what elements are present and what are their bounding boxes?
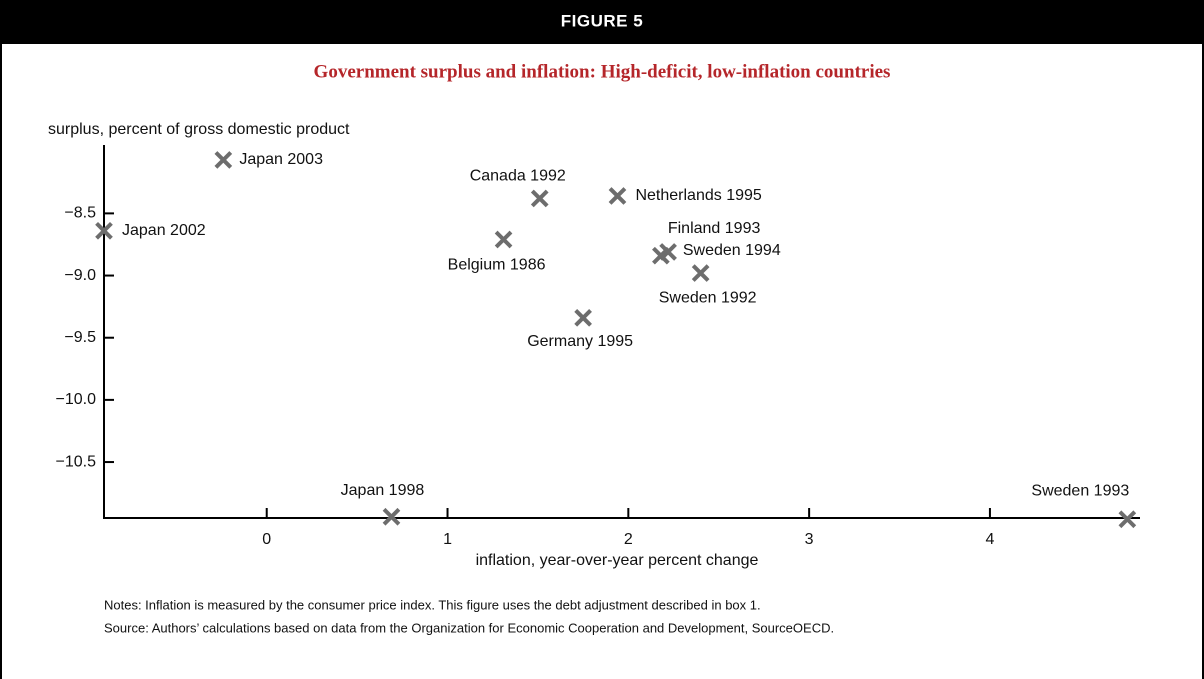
point-label: Finland 1993 [668,220,761,237]
point-label: Belgium 1986 [448,257,546,274]
y-tick-label: −10.5 [56,453,97,470]
point [691,264,710,282]
point-label: Germany 1995 [527,333,633,350]
point [1118,510,1137,529]
point [95,221,113,240]
point [659,243,677,261]
point [494,230,513,249]
point [382,507,401,526]
y-tick-label: −10.0 [56,391,97,408]
y-tick-label: −8.5 [64,205,96,222]
y-axis-label: surplus, percent of gross domestic produ… [48,121,350,138]
point [530,189,549,208]
point-label: Canada 1992 [470,168,566,185]
point-label: Netherlands 1995 [635,187,761,204]
x-tick-label: 0 [262,531,271,548]
point-label: Japan 2002 [122,222,206,239]
point-label: Japan 2003 [239,151,323,168]
point [574,308,592,327]
y-tick-label: −9.0 [64,267,96,284]
x-axis-label: inflation, year-over-year percent change [476,552,759,569]
x-tick-label: 2 [624,531,633,548]
header-bar [0,0,1204,44]
point [214,151,233,169]
chart-title: Government surplus and inflation: High-d… [314,61,891,82]
figure-label: FIGURE 5 [561,11,643,30]
point-label: Japan 1998 [341,482,425,499]
x-tick-label: 4 [985,531,994,548]
x-tick-label: 1 [443,531,452,548]
source: Source: Authors’ calculations based on d… [104,620,834,635]
point-label: Sweden 1992 [659,289,757,306]
point-label: Sweden 1994 [683,242,781,259]
note: Notes: Inflation is measured by the cons… [104,597,761,612]
point [608,187,627,205]
y-tick-label: −9.5 [64,329,96,346]
point [652,246,670,265]
x-tick-label: 3 [805,531,814,548]
point-label: Sweden 1993 [1031,482,1129,499]
